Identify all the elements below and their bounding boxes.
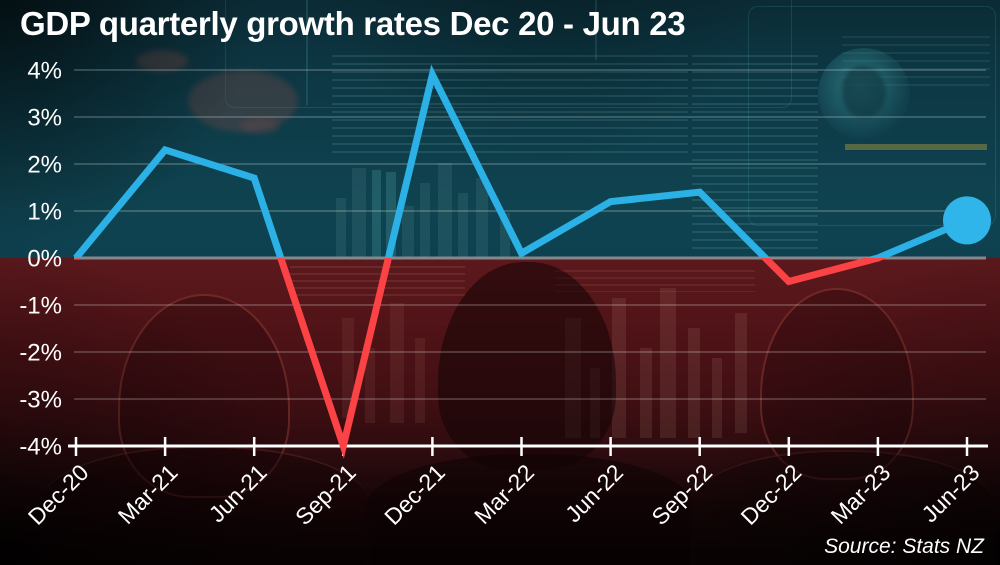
y-tick-label: -4% xyxy=(19,434,62,461)
y-tick-label: 2% xyxy=(27,152,62,179)
y-tick-label: -1% xyxy=(19,293,62,320)
x-tick-label: Jun-22 xyxy=(560,459,628,527)
endpoint-dot xyxy=(943,196,991,245)
x-tick-label: Dec-20 xyxy=(23,459,94,530)
gdp-line-negative xyxy=(75,258,887,459)
x-tick-label: Mar-23 xyxy=(826,459,896,529)
x-tick-label: Mar-21 xyxy=(113,459,183,529)
y-tick-label: -2% xyxy=(19,340,62,367)
x-tick-label: Mar-22 xyxy=(469,459,539,529)
y-tick-label: 1% xyxy=(27,199,62,226)
x-tick-label: Dec-22 xyxy=(736,459,807,530)
y-tick-label: 3% xyxy=(27,105,62,132)
y-tick-label: 4% xyxy=(27,58,62,85)
chart-title: GDP quarterly growth rates Dec 20 - Jun … xyxy=(20,5,686,42)
x-tick-label: Jun-23 xyxy=(916,459,984,527)
x-tick-label: Dec-21 xyxy=(379,459,450,530)
x-tick-label: Sep-22 xyxy=(646,459,717,530)
y-tick-label: 0% xyxy=(27,246,62,273)
x-tick-label: Sep-21 xyxy=(290,459,361,530)
y-tick-label: -3% xyxy=(19,387,62,414)
x-tick-label: Jun-21 xyxy=(204,459,272,527)
source-credit: Source: Stats NZ xyxy=(824,535,984,558)
gdp-line-positive xyxy=(73,64,969,258)
